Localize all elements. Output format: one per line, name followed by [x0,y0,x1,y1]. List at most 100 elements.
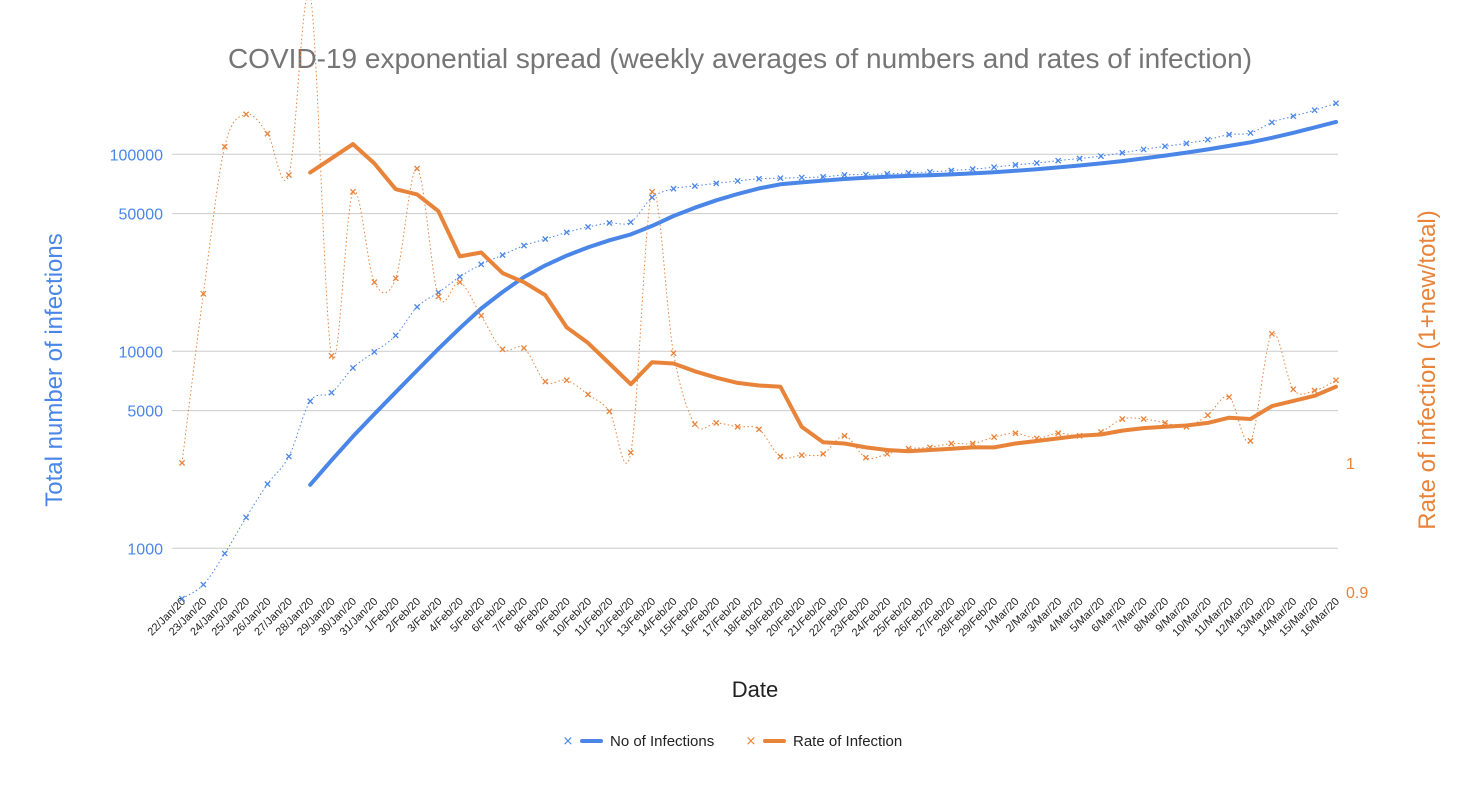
data-point[interactable] [948,167,955,174]
data-point[interactable] [820,450,827,457]
data-point[interactable] [606,408,613,415]
data-point[interactable] [1033,159,1040,167]
data-point[interactable] [1247,437,1254,445]
data-point[interactable] [1332,377,1340,384]
data-point[interactable] [1332,100,1340,107]
data-point[interactable] [649,188,656,195]
data-point[interactable] [200,290,207,297]
data-point[interactable] [1012,430,1019,437]
data-point[interactable] [563,377,570,384]
data-point[interactable] [520,242,527,249]
data-point[interactable] [691,182,698,190]
data-point[interactable] [1311,387,1318,394]
data-point[interactable] [584,223,592,231]
data-point[interactable] [1183,140,1190,147]
data-point[interactable] [200,581,207,588]
data-point[interactable] [969,166,976,173]
data-point[interactable] [798,452,805,459]
legend-item-infections[interactable]: × No of Infections [563,733,715,750]
data-point[interactable] [264,130,271,137]
data-point[interactable] [563,229,570,236]
data-point[interactable] [734,177,741,184]
data-point[interactable] [456,273,463,280]
data-point[interactable] [841,432,848,439]
data-point[interactable] [627,449,634,456]
data-point[interactable] [328,389,335,396]
legend-item-rate[interactable]: × Rate of Infection [746,733,903,750]
data-point[interactable] [178,595,186,602]
data-point[interactable] [499,251,506,259]
data-point[interactable] [307,398,314,405]
data-point[interactable] [948,440,955,447]
data-point[interactable] [798,174,805,181]
data-point[interactable] [713,180,720,187]
data-point[interactable] [670,350,677,357]
data-point[interactable] [670,185,677,192]
data-point[interactable] [456,279,463,286]
data-point[interactable] [991,434,998,441]
data-point[interactable] [243,111,250,118]
data-point[interactable] [755,426,763,433]
series-line[interactable] [308,142,1338,454]
data-point[interactable] [1290,113,1297,120]
data-point[interactable] [499,346,506,353]
data-point[interactable] [777,453,784,460]
data-point[interactable] [584,391,592,398]
data-point[interactable] [243,514,250,521]
data-point[interactable] [649,194,656,201]
data-point[interactable] [221,550,228,557]
data-point[interactable] [1161,419,1169,426]
data-point[interactable] [606,219,613,227]
data-point[interactable] [542,378,549,385]
data-point[interactable] [884,450,891,457]
data-point[interactable] [1119,149,1126,156]
data-point[interactable] [734,423,741,430]
data-point[interactable] [178,459,186,466]
data-point[interactable] [862,454,869,461]
data-point[interactable] [414,303,421,311]
data-point[interactable] [627,219,634,226]
data-point[interactable] [435,293,442,300]
data-point[interactable] [285,171,292,179]
data-point[interactable] [1268,330,1275,337]
data-point[interactable] [371,279,378,286]
data-point[interactable] [1226,394,1233,401]
data-point[interactable] [1012,161,1019,168]
data-point[interactable] [1076,155,1083,162]
data-point[interactable] [371,348,378,355]
data-point[interactable] [264,481,271,488]
data-point[interactable] [1247,129,1254,137]
data-point[interactable] [969,440,976,447]
series-line[interactable] [308,119,1338,487]
data-point[interactable] [392,275,399,282]
data-point[interactable] [1140,415,1147,423]
data-point[interactable] [349,188,357,195]
data-point[interactable] [1097,153,1104,160]
data-point[interactable] [221,143,228,150]
data-point[interactable] [285,453,292,460]
data-point[interactable] [414,165,421,172]
data-point[interactable] [841,171,848,178]
data-point[interactable] [1140,146,1147,153]
data-point[interactable] [542,236,549,243]
data-point[interactable] [1055,157,1062,164]
data-point[interactable] [1055,430,1062,437]
data-point[interactable] [777,175,784,182]
data-point[interactable] [349,364,357,371]
data-point[interactable] [478,312,485,319]
data-point[interactable] [1290,386,1297,393]
data-point[interactable] [328,352,335,359]
data-point[interactable] [1204,136,1211,143]
data-point[interactable] [520,344,527,352]
data-point[interactable] [1161,143,1169,150]
data-point[interactable] [691,421,698,428]
data-point[interactable] [392,332,399,339]
data-point[interactable] [1311,107,1318,114]
data-point[interactable] [478,261,485,268]
data-point[interactable] [991,164,998,171]
data-point[interactable] [755,175,763,182]
data-point[interactable] [1268,119,1275,126]
data-point[interactable] [1119,415,1126,423]
data-point[interactable] [1226,131,1233,138]
data-point[interactable] [1204,412,1211,419]
